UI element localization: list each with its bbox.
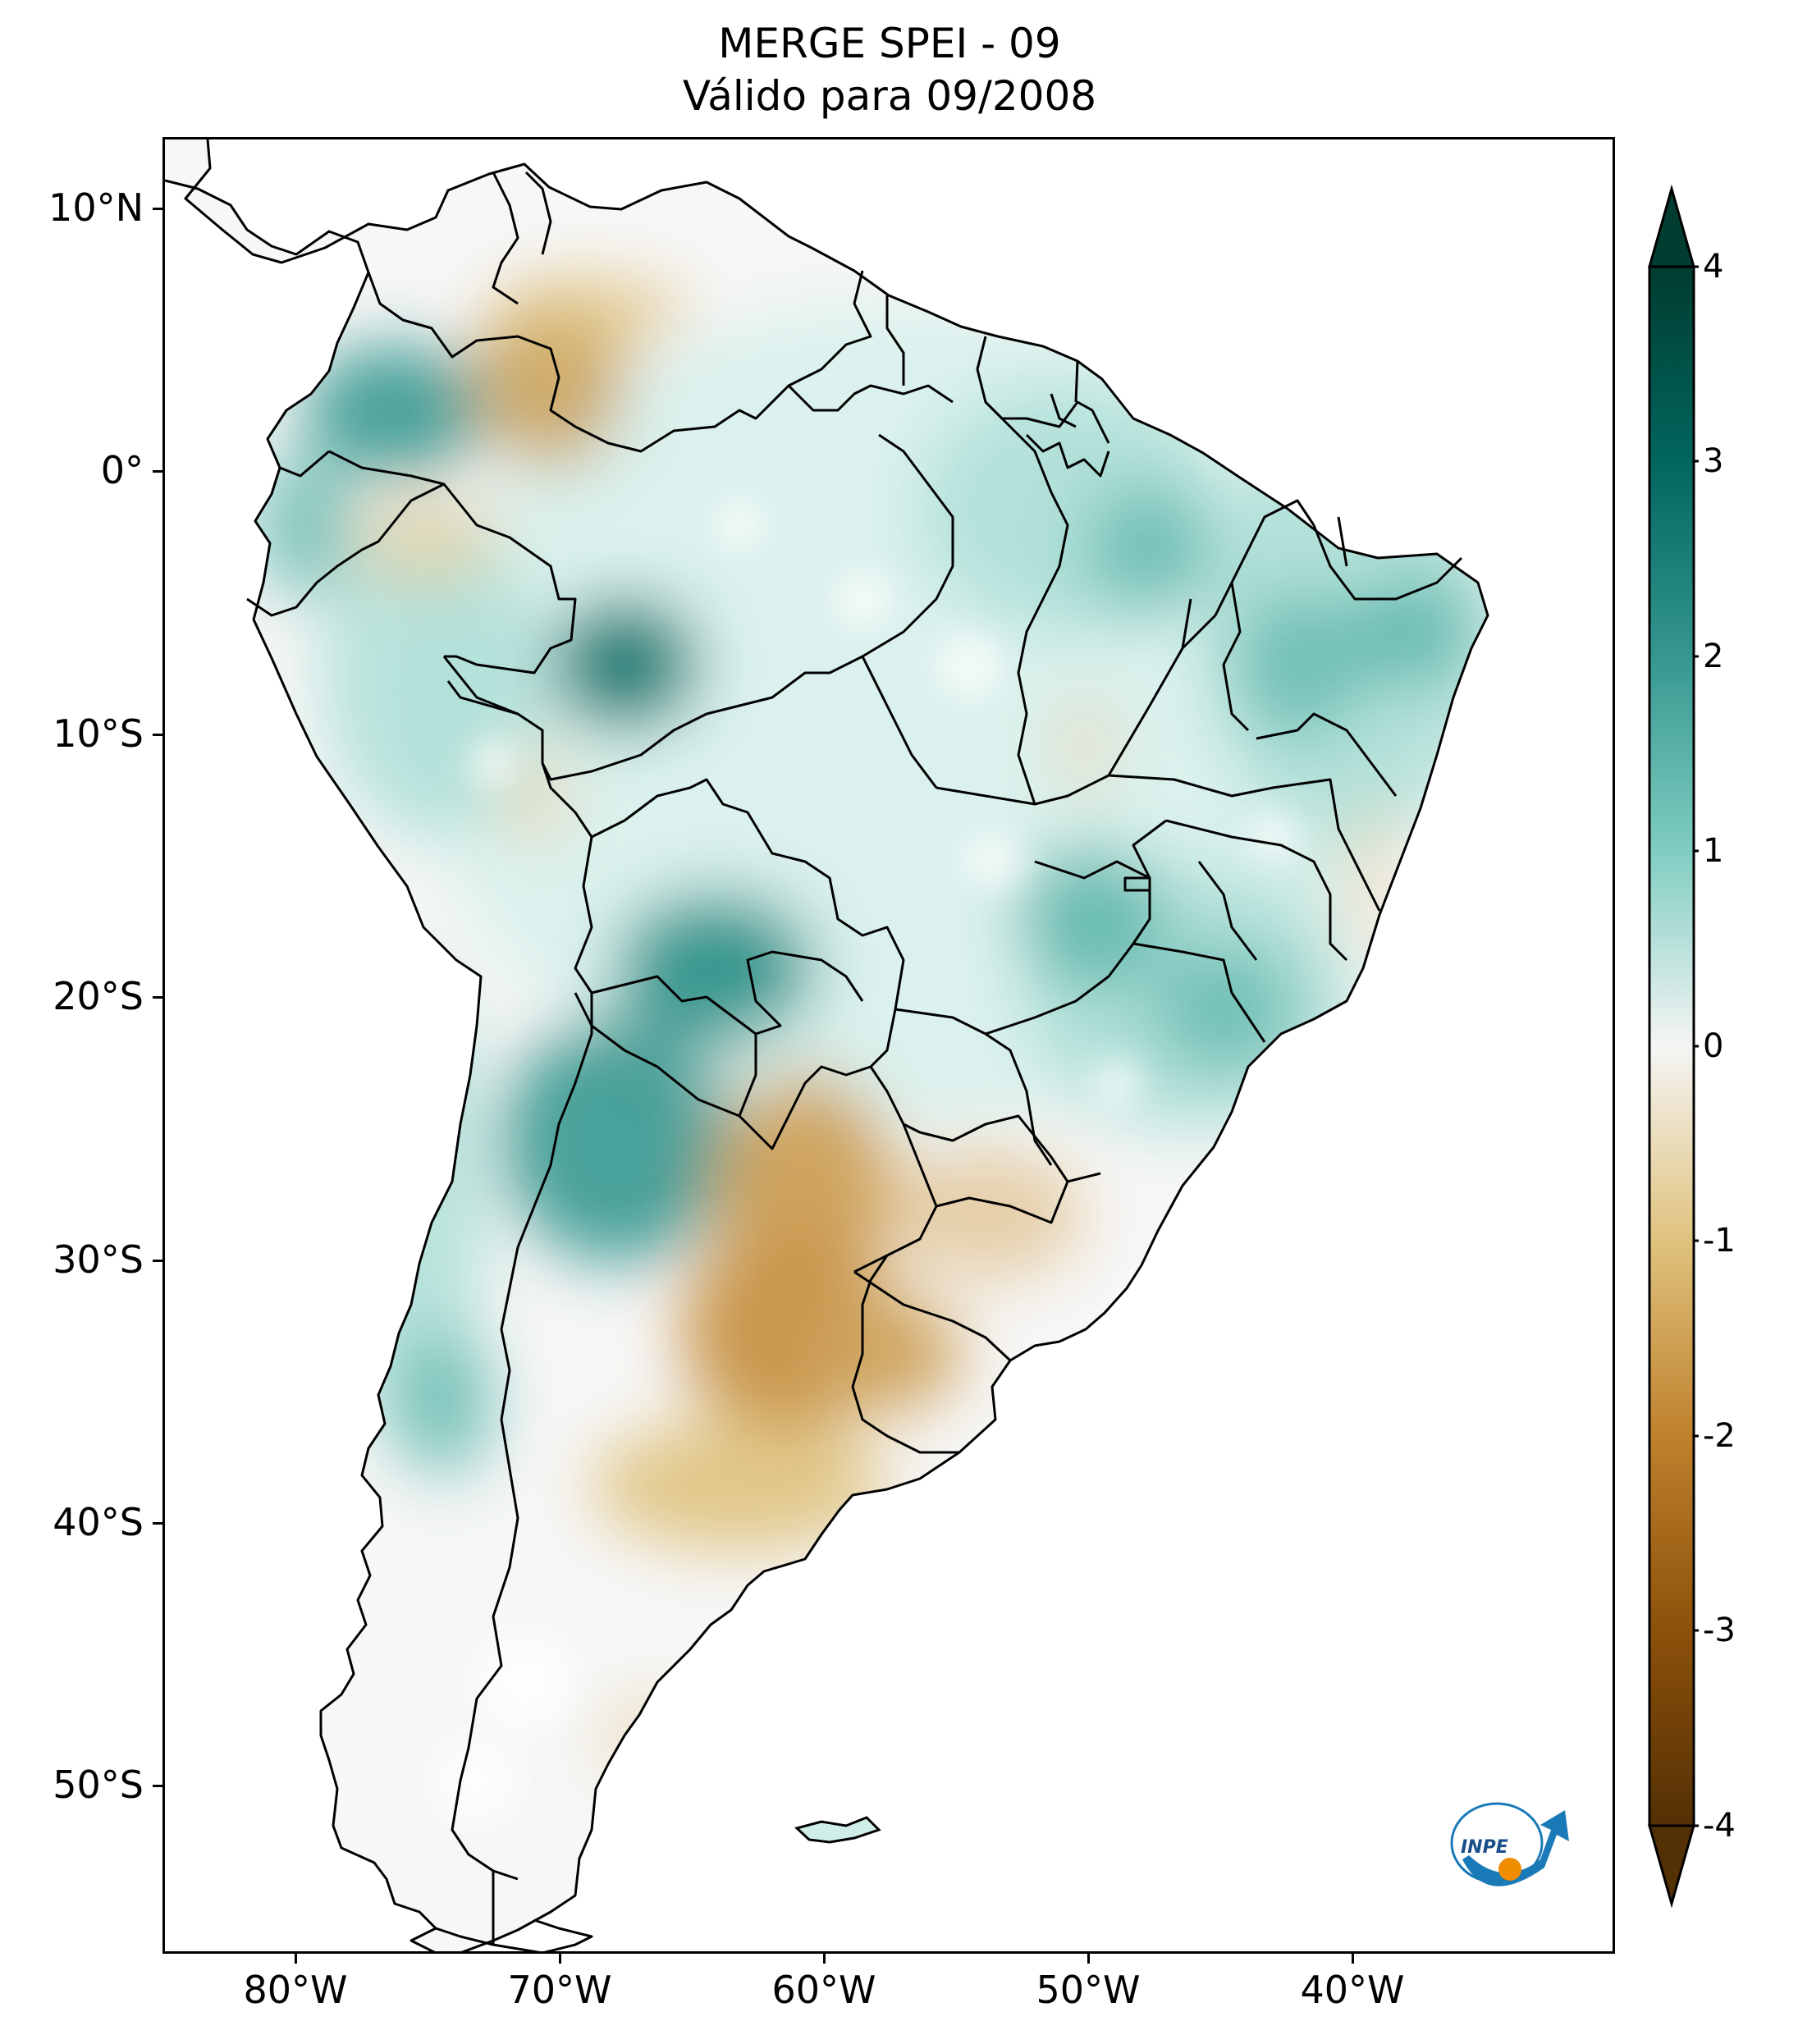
coastline [165,139,1489,1951]
lat-label-10s: 10°S [53,711,144,756]
map-subtitle: Válido para 09/2008 [682,72,1097,120]
lon-label-50w: 50°W [1036,1968,1141,2012]
lon-tick [1352,1954,1354,1964]
political-borders [165,139,1489,1951]
lon-label-70w: 70°W [507,1968,612,2012]
inpe-logo-icon: INPE [1450,1802,1569,1886]
lat-tick [153,1260,162,1262]
colorbar-tick-neg2: -2 [1703,1417,1736,1455]
lat-label-20s: 20°S [53,974,144,1018]
lat-label-10n: 10°N [48,185,144,230]
colorbar-tick-1: 1 [1703,832,1724,870]
colorbar [1648,185,1699,1908]
lat-tick [153,208,162,210]
colorbar-tick-4: 4 [1703,248,1724,286]
colorbar-tick-3: 3 [1703,442,1724,480]
colorbar-tick-neg4: -4 [1703,1807,1736,1845]
map-title: MERGE SPEI - 09 [718,20,1061,67]
colorbar-gradient [1648,265,1695,1827]
lat-tick [153,996,162,999]
lon-label-80w: 80°W [243,1968,348,2012]
lat-tick [153,734,162,736]
lon-tick [559,1954,561,1964]
lon-label-60w: 60°W [771,1968,876,2012]
map-svg [165,139,1489,1951]
lat-tick [153,470,162,473]
lat-tick [153,1785,162,1787]
colorbar-tick-2: 2 [1703,638,1724,675]
colorbar-extend-bottom [1648,1824,1695,1908]
lat-label-0: 0° [100,448,144,492]
lat-label-40s: 40°S [53,1500,144,1544]
falkland-islands [794,1816,881,1844]
logo-text: INPE [1461,1837,1508,1858]
lat-label-50s: 50°S [53,1763,144,1807]
colorbar-tick-0: 0 [1703,1027,1724,1065]
lon-label-40w: 40°W [1300,1968,1405,2012]
spei-field [165,139,1488,1951]
colorbar-extend-top [1648,185,1695,268]
lat-tick [153,1522,162,1525]
map-panel [162,137,1615,1954]
lon-tick [1087,1954,1090,1964]
lon-tick [823,1954,826,1964]
colorbar-tick-neg1: -1 [1703,1222,1736,1260]
colorbar-tick-neg3: -3 [1703,1612,1736,1649]
lat-label-30s: 30°S [53,1237,144,1282]
lon-tick [295,1954,297,1964]
